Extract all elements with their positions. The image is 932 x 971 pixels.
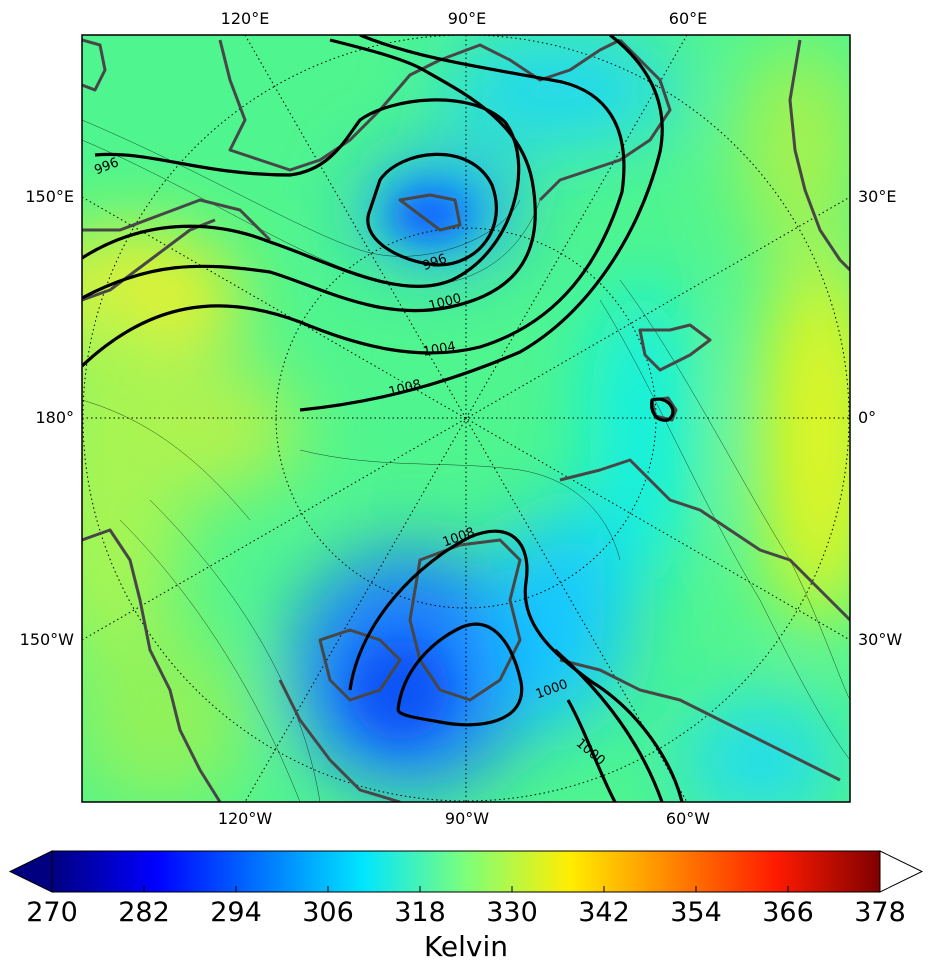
longitude-label: 60°E <box>669 9 707 28</box>
colorbar-label: Kelvin <box>424 930 508 963</box>
colorbar-tick-label: 354 <box>670 897 722 928</box>
longitude-labels: 120°E 90°E 60°E 120°W 90°W 60°W 150°E 180° 150°W… <box>20 9 903 828</box>
colorbar-tick-label: 330 <box>486 897 538 928</box>
colorbar-tick-label: 378 <box>854 897 906 928</box>
longitude-label: 120°W <box>218 809 273 828</box>
longitude-label: 150°W <box>20 630 75 649</box>
longitude-label: 90°W <box>445 809 489 828</box>
colorbar-ticks: 270 282 294 306 318 330 342 354 366 378 <box>26 886 906 928</box>
colorbar-body <box>51 850 881 893</box>
longitude-label: 60°W <box>666 809 710 828</box>
colorbar-tick-label: 270 <box>26 897 78 928</box>
colorbar-extend-low <box>8 850 53 893</box>
colorbar-tick-label: 342 <box>578 897 630 928</box>
pressure-contours <box>82 35 684 802</box>
map-frame <box>81 34 851 803</box>
colorbar-extend-high <box>879 850 924 893</box>
colorbar-tick-label: 318 <box>394 897 446 928</box>
longitude-label: 30°W <box>858 630 902 649</box>
longitude-label: 0° <box>858 408 876 427</box>
colorbar-tick-label: 306 <box>302 897 354 928</box>
longitude-label: 120°E <box>221 9 270 28</box>
longitude-label: 180° <box>35 408 74 427</box>
colorbar-tick-label: 294 <box>210 897 262 928</box>
longitude-label: 150°E <box>25 187 74 206</box>
colorbar-tick-label: 366 <box>762 897 814 928</box>
colorbar-tick-label: 282 <box>118 897 170 928</box>
colorbar: 270 282 294 306 318 330 342 354 366 378 Kelvin <box>8 850 924 963</box>
longitude-label: 90°E <box>448 9 486 28</box>
contour-label: 1004 <box>422 339 457 360</box>
longitude-label: 30°E <box>858 187 896 206</box>
